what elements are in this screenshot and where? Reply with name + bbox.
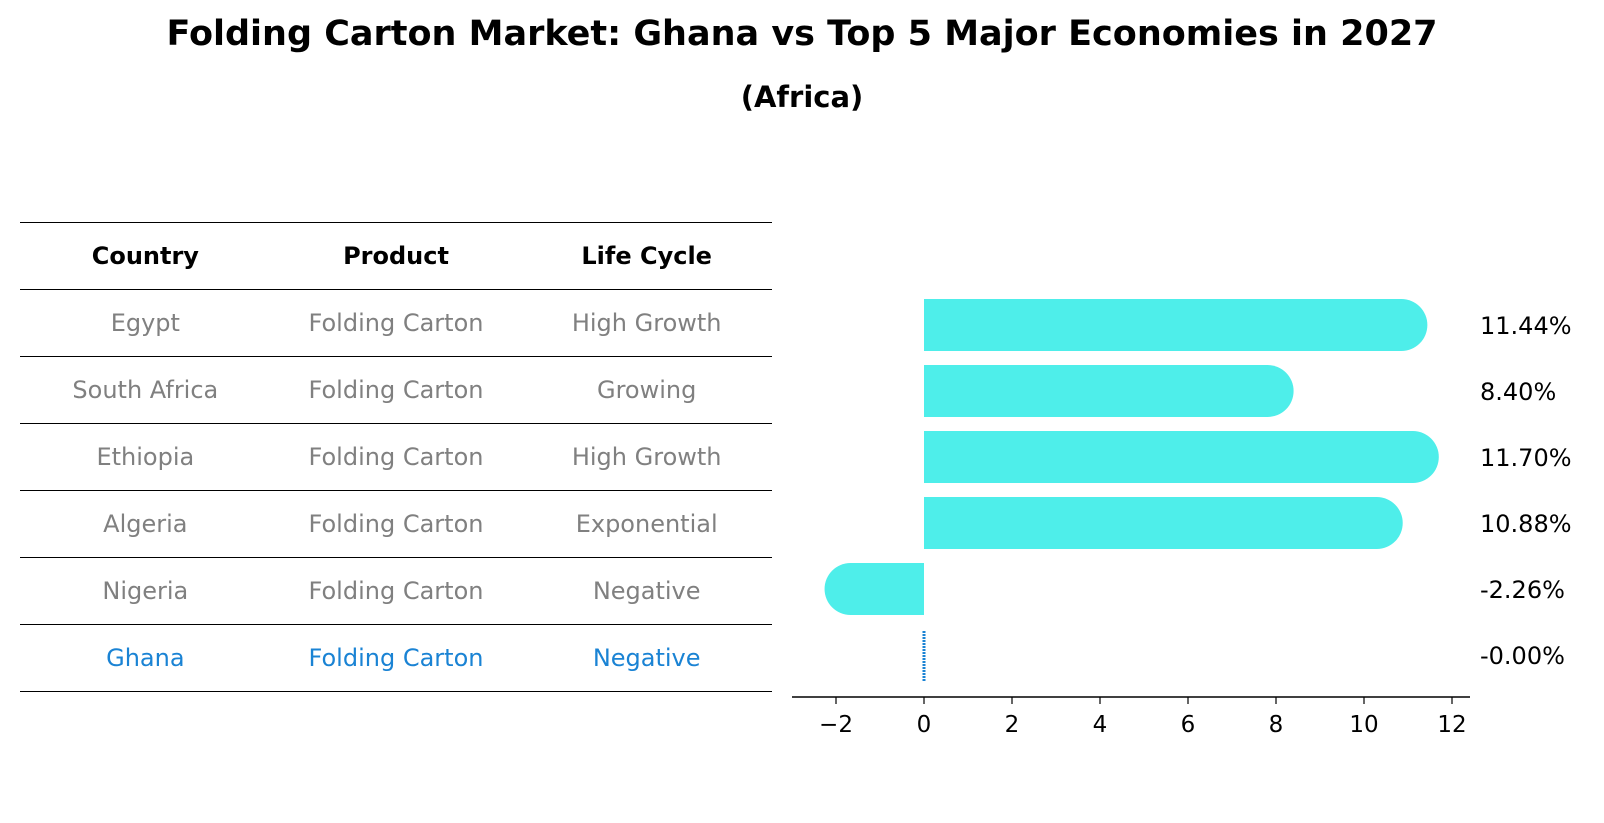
table-row-highlighted: Ghana Folding Carton Negative: [20, 624, 772, 692]
table-row: Ethiopia Folding Carton High Growth: [20, 423, 772, 490]
bar-nigeria: [824, 563, 924, 615]
bar-ethiopia: [924, 431, 1439, 483]
cell-product: Folding Carton: [308, 443, 484, 471]
data-label: 10.88%: [1480, 510, 1572, 538]
table-header-row: Country Product Life Cycle: [20, 222, 772, 289]
data-label: -2.26%: [1480, 576, 1565, 604]
bar-south-africa: [924, 365, 1294, 417]
cell-country: Egypt: [110, 309, 180, 337]
header-product: Product: [343, 242, 449, 270]
table-row: South Africa Folding Carton Growing: [20, 356, 772, 423]
cell-life-cycle: Growing: [596, 376, 697, 404]
cell-product: Folding Carton: [308, 309, 484, 337]
cell-life-cycle: High Growth: [571, 309, 722, 337]
bar-algeria: [924, 497, 1403, 549]
data-label: 8.40%: [1480, 378, 1556, 406]
cell-life-cycle: High Growth: [571, 443, 722, 471]
x-tick-label: −2: [819, 712, 853, 738]
cell-product: Folding Carton: [308, 577, 484, 605]
table-row: Algeria Folding Carton Exponential: [20, 490, 772, 557]
cell-life-cycle: Negative: [592, 577, 701, 605]
x-tick-label: 6: [1181, 712, 1196, 738]
data-label: 11.70%: [1480, 444, 1572, 472]
bar-egypt: [924, 299, 1428, 351]
cell-country: Algeria: [103, 510, 188, 538]
x-tick-label: 4: [1093, 712, 1108, 738]
cell-product: Folding Carton: [308, 510, 484, 538]
x-tick-label: 12: [1437, 712, 1466, 738]
cell-product: Folding Carton: [308, 376, 484, 404]
cell-life-cycle: Negative: [592, 644, 701, 672]
table-row: Nigeria Folding Carton Negative: [20, 557, 772, 624]
cell-country: Nigeria: [102, 577, 189, 605]
cell-life-cycle: Exponential: [575, 510, 718, 538]
data-label: -0.00%: [1480, 642, 1565, 670]
x-tick-label: 0: [917, 712, 932, 738]
table-row: Egypt Folding Carton High Growth: [20, 289, 772, 356]
x-tick-label: 2: [1005, 712, 1020, 738]
x-tick-label: 10: [1349, 712, 1378, 738]
cell-product: Folding Carton: [308, 644, 484, 672]
header-country: Country: [91, 242, 199, 270]
chart-title: Folding Carton Market: Ghana vs Top 5 Ma…: [166, 14, 1438, 54]
x-tick-label: 8: [1269, 712, 1284, 738]
chart-subtitle: (Africa): [740, 80, 864, 114]
header-life-cycle: Life Cycle: [581, 242, 712, 270]
cell-country: South Africa: [72, 376, 219, 404]
cell-country: Ghana: [106, 644, 185, 672]
cell-country: Ethiopia: [96, 443, 195, 471]
data-label: 11.44%: [1480, 312, 1572, 340]
comparison-table: Country Product Life Cycle Egypt Folding…: [20, 222, 772, 692]
